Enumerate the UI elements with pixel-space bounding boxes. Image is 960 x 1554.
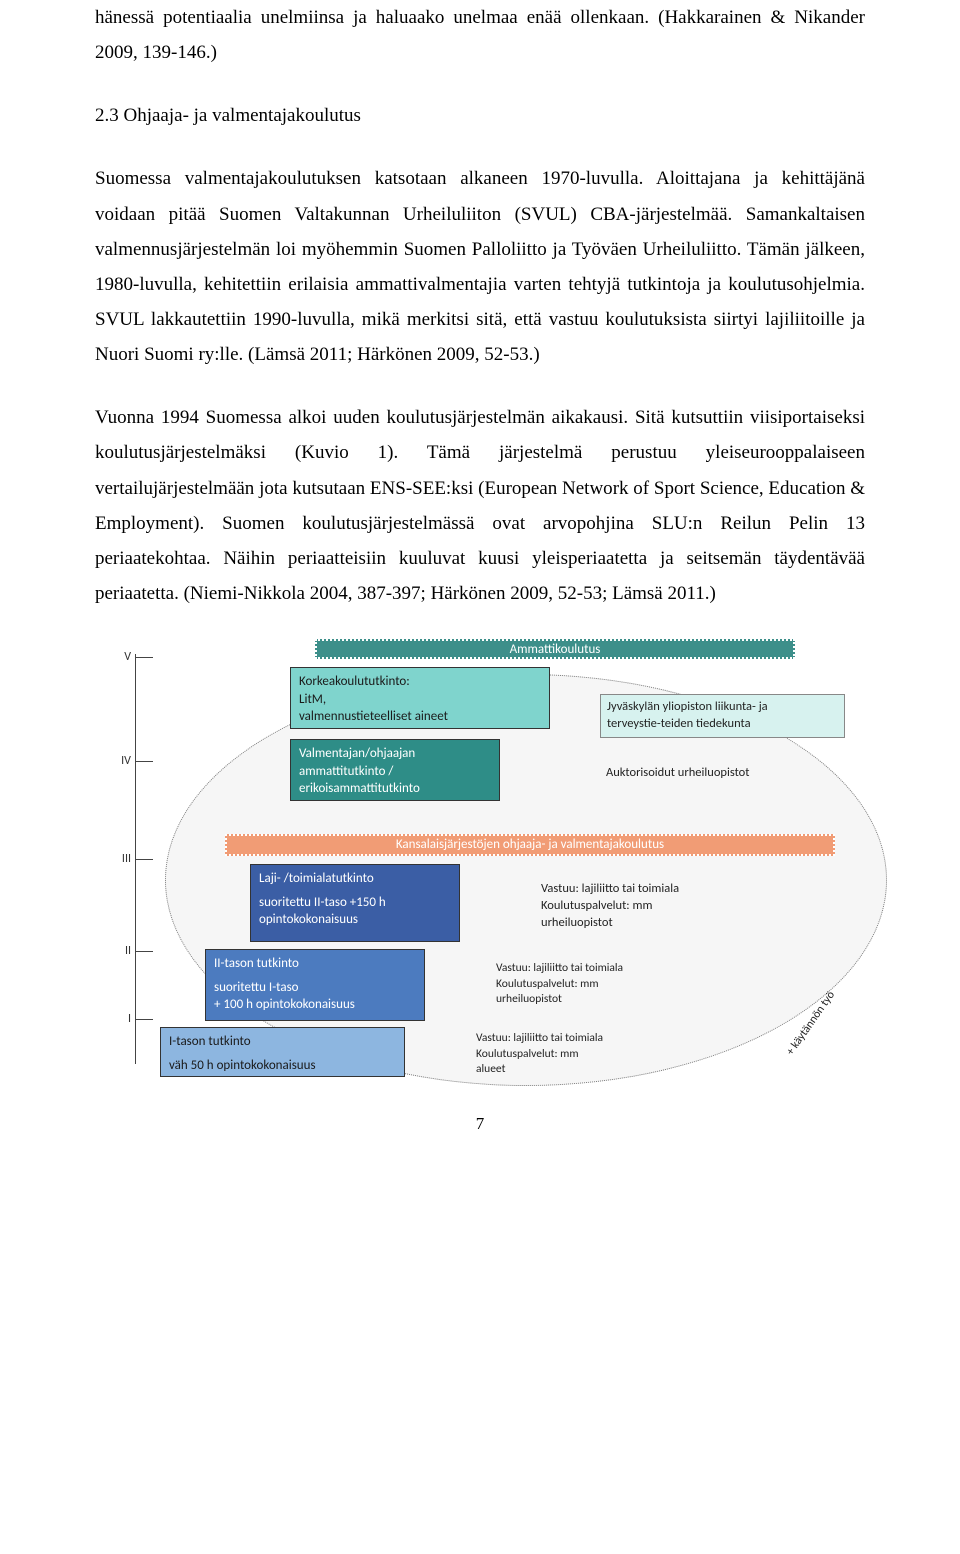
band-ammattikoulutus: Ammattikoulutus	[315, 639, 795, 659]
desc-line: Jyväskylän yliopiston liikunta- ja	[607, 699, 838, 716]
paragraph-4: Vuonna 1994 Suomessa alkoi uuden koulutu…	[95, 400, 865, 611]
box-line: II-tason tutkinto	[214, 955, 416, 973]
box-line: LitM,	[299, 691, 541, 709]
level-axis: V IV III II I	[115, 639, 155, 1069]
box-line: suoritettu II-taso +150 h	[259, 894, 451, 912]
section-heading: 2.3 Ohjaaja- ja valmentajakoulutus	[95, 98, 865, 133]
box-line: opintokokonaisuus	[259, 911, 451, 929]
desc-line: Vastuu: lajiliitto tai toimiala	[541, 881, 749, 898]
desc-level-ii: Vastuu: lajiliitto tai toimiala Koulutus…	[490, 957, 700, 1012]
desc-level-iii: Vastuu: lajiliitto tai toimiala Koulutus…	[535, 877, 755, 936]
axis-tick	[135, 761, 153, 762]
paragraph-1: hänessä potentiaalia unelmiinsa ja halua…	[95, 0, 865, 70]
box-line: väh 50 h opintokokonaisuus	[169, 1057, 396, 1075]
desc-line: urheiluopistot	[496, 992, 694, 1008]
desc-jyvaskyla: Jyväskylän yliopiston liikunta- ja terve…	[600, 694, 845, 738]
box-line: Korkeakoulututkinto:	[299, 673, 541, 691]
desc-level-i: Vastuu: lajiliitto tai toimiala Koulutus…	[470, 1027, 680, 1082]
desc-line: Koulutuspalvelut: mm	[541, 898, 749, 915]
box-ii-tason-tutkinto: II-tason tutkinto suoritettu I-taso + 10…	[205, 949, 425, 1021]
axis-label-iv: IV	[113, 754, 131, 768]
desc-line: Vastuu: lajiliitto tai toimiala	[476, 1031, 674, 1047]
desc-line: Koulutuspalvelut: mm	[476, 1047, 674, 1063]
desc-line: urheiluopistot	[541, 915, 749, 932]
box-line: I-tason tutkinto	[169, 1033, 396, 1051]
axis-label-ii: II	[113, 944, 131, 958]
axis-label-v: V	[113, 650, 131, 664]
box-line: suoritettu I-taso	[214, 979, 416, 997]
axis-tick	[135, 951, 153, 952]
paragraph-3: Suomessa valmentajakoulutuksen katsotaan…	[95, 161, 865, 372]
axis-label-iii: III	[113, 852, 131, 866]
box-valmentajan-ammattitutkinto: Valmentajan/ohjaajan ammattitutkinto / e…	[290, 739, 500, 801]
box-line: erikoisammattitutkinto	[299, 780, 491, 798]
box-korkeakoulututkinto: Korkeakoulututkinto: LitM, valmennustiet…	[290, 667, 550, 729]
axis-label-i: I	[113, 1012, 131, 1026]
axis-tick	[135, 657, 153, 658]
box-line: + 100 h opintokokonaisuus	[214, 996, 416, 1014]
desc-line: terveystie-teiden tiedekunta	[607, 716, 838, 733]
axis-tick	[135, 1019, 153, 1020]
box-line: Valmentajan/ohjaajan	[299, 745, 491, 763]
desc-line: Vastuu: lajiliitto tai toimiala	[496, 961, 694, 977]
desc-line: alueet	[476, 1062, 674, 1078]
desc-line: Koulutuspalvelut: mm	[496, 977, 694, 993]
box-laji-toimialatutkinto: Laji- /toimialatutkinto suoritettu II-ta…	[250, 864, 460, 942]
desc-auktorisoidut: Auktorisoidut urheiluopistot	[600, 761, 830, 786]
box-line: valmennustieteelliset aineet	[299, 708, 541, 726]
band-kansalaisjarjestojen: Kansalaisjärjestöjen ohjaaja- ja valment…	[225, 834, 835, 856]
axis-tick	[135, 859, 153, 860]
box-line: ammattitutkinto /	[299, 763, 491, 781]
box-i-tason-tutkinto: I-tason tutkinto väh 50 h opintokokonais…	[160, 1027, 405, 1077]
page-number: 7	[95, 1114, 865, 1134]
training-system-diagram: V IV III II I Ammattikoulutus Kansalaisj…	[95, 639, 875, 1074]
desc-line: Auktorisoidut urheiluopistot	[606, 765, 824, 782]
box-line: Laji- /toimialatutkinto	[259, 870, 451, 888]
